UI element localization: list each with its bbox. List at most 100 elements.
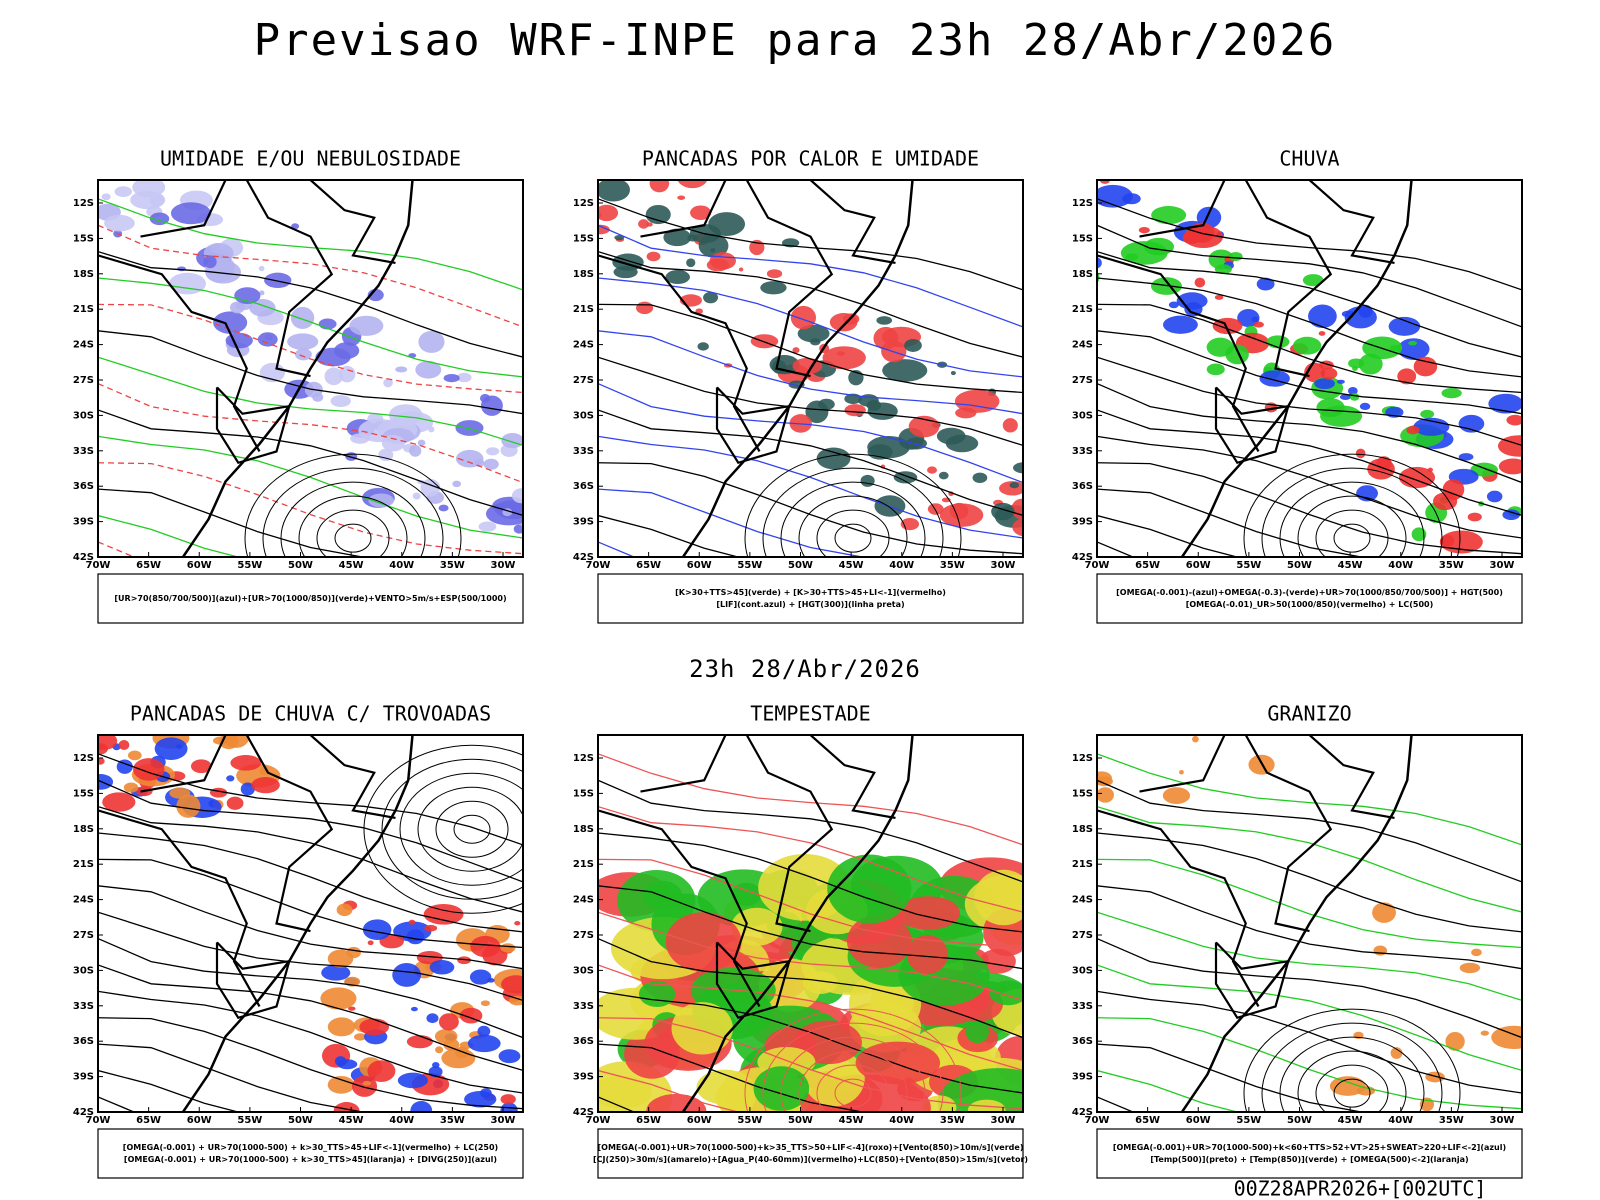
shaded-area — [882, 359, 928, 382]
shaded-area — [1349, 393, 1360, 401]
shaded-area — [955, 407, 977, 419]
lon-label: 60W — [187, 560, 212, 571]
lon-label: 65W — [1135, 1115, 1160, 1126]
shaded-area — [494, 499, 523, 520]
shaded-area — [175, 744, 183, 749]
shaded-area — [264, 272, 292, 289]
contour-line — [598, 1069, 741, 1112]
shaded-area — [508, 995, 523, 1006]
contour-line — [334, 523, 372, 553]
shaded-area — [1467, 512, 1482, 522]
shaded-area — [1266, 335, 1290, 349]
legend-box — [1096, 573, 1523, 624]
lat-label: 30S — [73, 965, 94, 976]
legend-text: [LIF](cont.azul) + [HGT(300)](linha pret… — [716, 600, 904, 609]
shaded-area — [547, 171, 585, 195]
shaded-area — [703, 291, 719, 304]
panel-title: TEMPESTADE — [750, 702, 870, 726]
shaded-area — [441, 1048, 476, 1069]
lon-label: 35W — [940, 560, 965, 571]
shaded-area — [35, 225, 57, 246]
contour-line — [1243, 1008, 1461, 1112]
lat-label: 15S — [573, 788, 594, 799]
contour-line — [1097, 937, 1522, 1039]
lat-label: 24S — [1072, 340, 1093, 351]
contour-line — [1097, 277, 1522, 378]
contour-line — [1315, 509, 1389, 557]
legend-text: [CJ(250)>30m/s](amarelo)+[Agua_P(40-60mm… — [593, 1155, 1028, 1164]
shaded-area — [1471, 948, 1482, 957]
shaded-area — [381, 435, 406, 452]
shaded-area — [1029, 511, 1047, 522]
contour-line — [98, 303, 523, 394]
shaded-area — [1486, 490, 1503, 503]
lat-label: 18S — [1072, 824, 1093, 835]
contour-line — [98, 779, 523, 883]
border-line — [715, 941, 791, 1020]
shaded-area — [455, 449, 484, 468]
shaded-area — [226, 796, 244, 810]
coastline — [681, 180, 914, 557]
shaded-area — [938, 471, 949, 480]
shaded-area — [102, 141, 130, 160]
contour-line — [598, 409, 1023, 517]
map-area — [598, 735, 1023, 1112]
shaded-area — [1373, 945, 1388, 956]
lat-label: 21S — [573, 304, 594, 315]
contour-line — [598, 1017, 1023, 1110]
coastline — [1180, 735, 1413, 1112]
shaded-area — [989, 980, 1023, 1006]
shaded-area — [443, 373, 460, 383]
shaded-area — [873, 326, 899, 350]
shaded-area — [406, 1035, 433, 1049]
shaded-area — [1397, 338, 1430, 360]
contour-line — [1279, 481, 1425, 557]
shaded-area — [1544, 466, 1578, 489]
shaded-area — [645, 204, 671, 225]
border-line — [140, 735, 227, 793]
shaded-area — [565, 449, 572, 455]
shaded-area — [613, 265, 638, 279]
shaded-area — [1550, 538, 1573, 558]
shaded-area — [486, 447, 500, 456]
shaded-area — [1302, 274, 1324, 287]
contour-line — [598, 1043, 868, 1112]
lon-label: 55W — [737, 1115, 762, 1126]
shaded-area — [1025, 470, 1066, 491]
border-line — [215, 941, 291, 1020]
shaded-area — [330, 395, 351, 408]
shaded-area — [359, 1018, 390, 1036]
contour-line — [598, 462, 1023, 555]
shaded-area — [287, 333, 319, 350]
legend-text: [OMEGA(-0.001)+UR>70(1000-500)+k<60+TTS>… — [1113, 1143, 1506, 1152]
lon-label: 60W — [1186, 560, 1211, 571]
lon-label: 70W — [1085, 1115, 1110, 1126]
shaded-area — [501, 432, 523, 449]
contour-line — [1097, 1069, 1240, 1112]
shaded-area — [1308, 304, 1337, 329]
shaded-area — [423, 904, 464, 925]
lon-label: 45W — [1338, 560, 1363, 571]
shaded-area — [1013, 462, 1023, 474]
lon-label: 65W — [136, 1115, 161, 1126]
contour-line — [98, 356, 523, 447]
lat-label: 39S — [573, 1072, 594, 1083]
lon-label: 30W — [991, 1115, 1016, 1126]
shaded-area — [104, 214, 135, 232]
contour-line — [98, 753, 523, 846]
lat-label: 39S — [73, 1072, 94, 1083]
legend-text: [OMEGA(-0.001) + UR>70(1000-500) + k>30_… — [124, 1155, 497, 1164]
lat-label: 42S — [1072, 1107, 1093, 1118]
shaded-area — [636, 301, 654, 315]
shaded-area — [368, 493, 394, 508]
shaded-area — [965, 1020, 989, 1044]
lat-label: 42S — [573, 552, 594, 563]
shaded-area — [378, 448, 394, 462]
shaded-area — [23, 169, 30, 175]
contour-line — [598, 937, 1023, 1039]
shaded-area — [1115, 155, 1133, 164]
lon-label: 70W — [86, 560, 111, 571]
shaded-area — [816, 447, 851, 470]
shaded-area — [1194, 277, 1206, 288]
lat-label: 21S — [573, 859, 594, 870]
